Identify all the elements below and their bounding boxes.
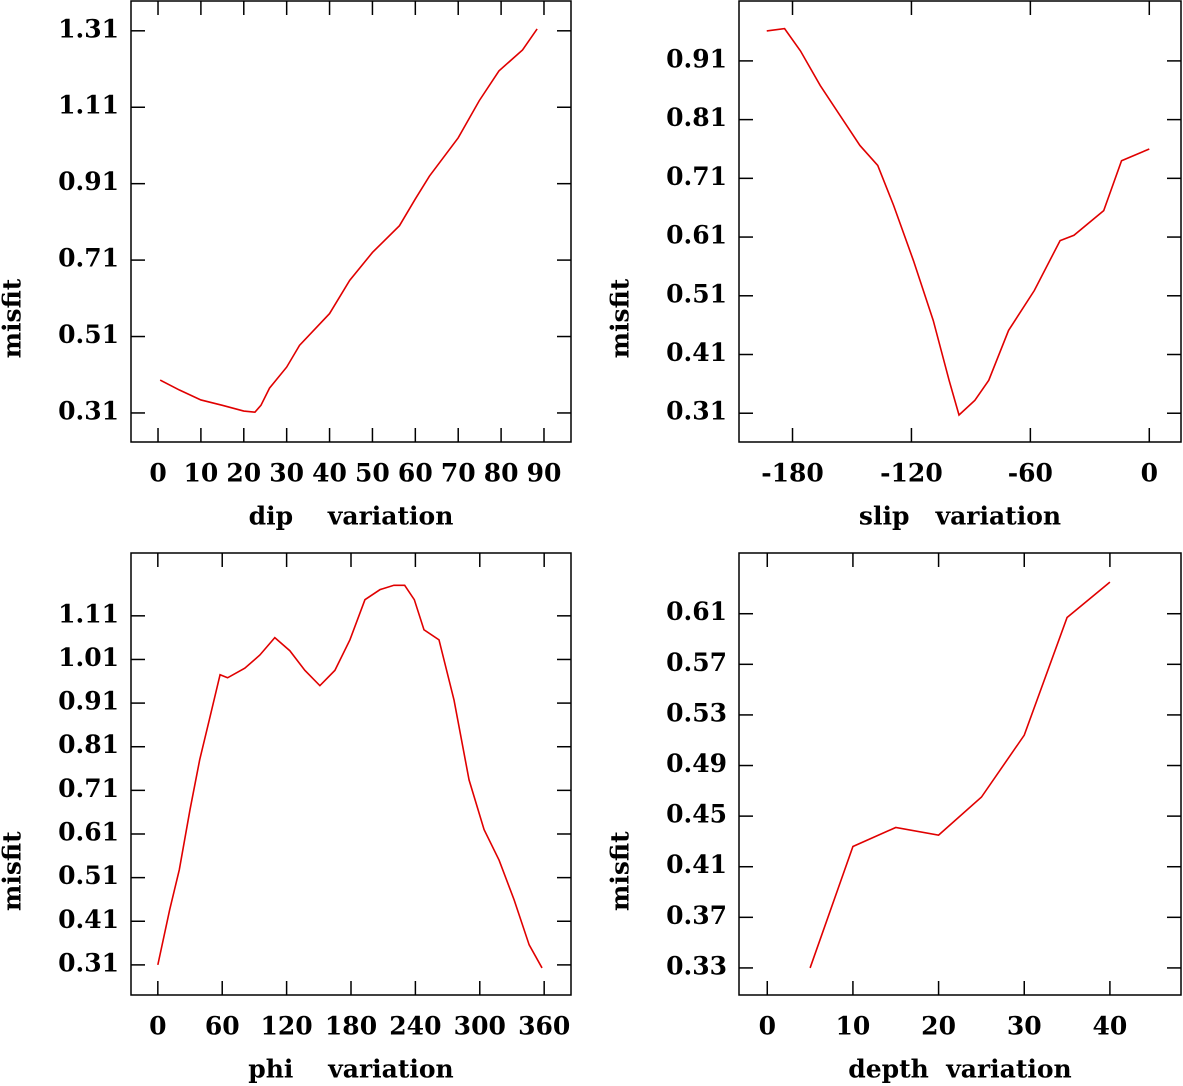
y-tick-label: 1.31: [58, 14, 119, 43]
x-tick-label: -120: [880, 459, 943, 488]
y-tick-label: 0.81: [58, 730, 119, 759]
x-tick-label: 60: [398, 459, 433, 488]
x-tick-label: 240: [389, 1012, 441, 1041]
y-tick-label: 0.51: [58, 320, 119, 349]
x-tick-label: 40: [1093, 1012, 1128, 1041]
x-tick-label: 10: [184, 459, 219, 488]
y-tick-label: 0.31: [666, 397, 727, 426]
x-tick-label: 30: [269, 459, 304, 488]
data-line: [809, 581, 1111, 969]
y-tick-label: 0.61: [666, 221, 727, 250]
x-axis-label: dip variation: [249, 502, 454, 531]
panel: 0.33 0.37 0.41 0.45 0.49 0.53 0.57 0.61 0 10 20 30 4…: [606, 552, 1182, 1084]
x-tick-label: 40: [312, 459, 347, 488]
x-tick-label: 0: [759, 1012, 776, 1041]
data-line: [159, 28, 538, 414]
y-tick-label: 0.91: [58, 687, 119, 716]
axes-frame: [738, 552, 1182, 996]
x-tick-label: 0: [1141, 459, 1158, 488]
panel: 0.31 0.51 0.71 0.91 1.11 1.31 0 10 20 30 40 50 60 70 8…: [0, 0, 572, 531]
y-tick-label: 0.81: [666, 103, 727, 132]
y-tick-label: 0.45: [666, 800, 727, 829]
x-tick-label: 70: [441, 459, 476, 488]
y-tick-label: 0.51: [58, 861, 119, 890]
panel: 0.31 0.41 0.51 0.61 0.71 0.81 0.91 1.01 1.11 0 60 1…: [0, 552, 572, 1084]
x-tick-label: 300: [454, 1012, 506, 1041]
x-tick-label: 20: [921, 1012, 956, 1041]
y-tick-label: 1.11: [58, 599, 119, 628]
x-tick-label: 180: [325, 1012, 377, 1041]
y-tick-label: 1.11: [58, 91, 119, 120]
y-tick-label: 0.53: [666, 698, 727, 727]
x-axis-label: phi variation: [248, 1055, 453, 1084]
y-axis-label: misfit: [0, 831, 27, 911]
x-tick-label: 30: [1007, 1012, 1042, 1041]
x-tick-label: 10: [836, 1012, 871, 1041]
y-axis-label: misfit: [606, 278, 635, 358]
y-tick-label: 0.91: [58, 167, 119, 196]
x-axis-label: depth variation: [848, 1055, 1072, 1084]
y-tick-label: 0.49: [666, 749, 727, 778]
y-tick-label: 0.33: [666, 951, 727, 980]
y-tick-label: 0.57: [666, 648, 727, 677]
x-tick-label: -180: [761, 459, 824, 488]
y-tick-label: 0.71: [58, 774, 119, 803]
x-tick-label: 0: [149, 459, 166, 488]
y-tick-label: 0.41: [666, 850, 727, 879]
y-tick-label: 0.61: [58, 817, 119, 846]
x-tick-label: -60: [1008, 459, 1053, 488]
y-tick-label: 0.61: [666, 597, 727, 626]
y-tick-label: 0.37: [666, 901, 727, 930]
x-tick-label: 60: [205, 1012, 240, 1041]
y-tick-label: 0.51: [666, 279, 727, 308]
y-tick-label: 0.71: [666, 162, 727, 191]
y-axis-label: misfit: [0, 278, 27, 358]
panel: 0.31 0.41 0.51 0.61 0.71 0.81 0.91 -180 -120 -60 0…: [606, 0, 1182, 531]
x-tick-label: 120: [261, 1012, 313, 1041]
y-tick-label: 0.31: [58, 396, 119, 425]
y-tick-label: 0.71: [58, 244, 119, 273]
y-tick-label: 0.91: [666, 44, 727, 73]
data-line: [157, 584, 543, 969]
y-tick-label: 1.01: [58, 643, 119, 672]
x-tick-label: 50: [355, 459, 390, 488]
x-tick-label: 360: [518, 1012, 570, 1041]
x-tick-label: 20: [226, 459, 261, 488]
y-tick-label: 0.41: [666, 338, 727, 367]
x-axis-label: slip variation: [859, 502, 1061, 531]
y-tick-label: 0.41: [58, 905, 119, 934]
x-tick-label: 0: [149, 1012, 166, 1041]
axes-frame: [130, 0, 572, 443]
data-line: [766, 27, 1150, 417]
axes-frame: [738, 0, 1182, 443]
y-axis-label: misfit: [606, 831, 635, 911]
x-tick-label: 90: [527, 459, 562, 488]
x-tick-label: 80: [484, 459, 519, 488]
y-tick-label: 0.31: [58, 948, 119, 977]
